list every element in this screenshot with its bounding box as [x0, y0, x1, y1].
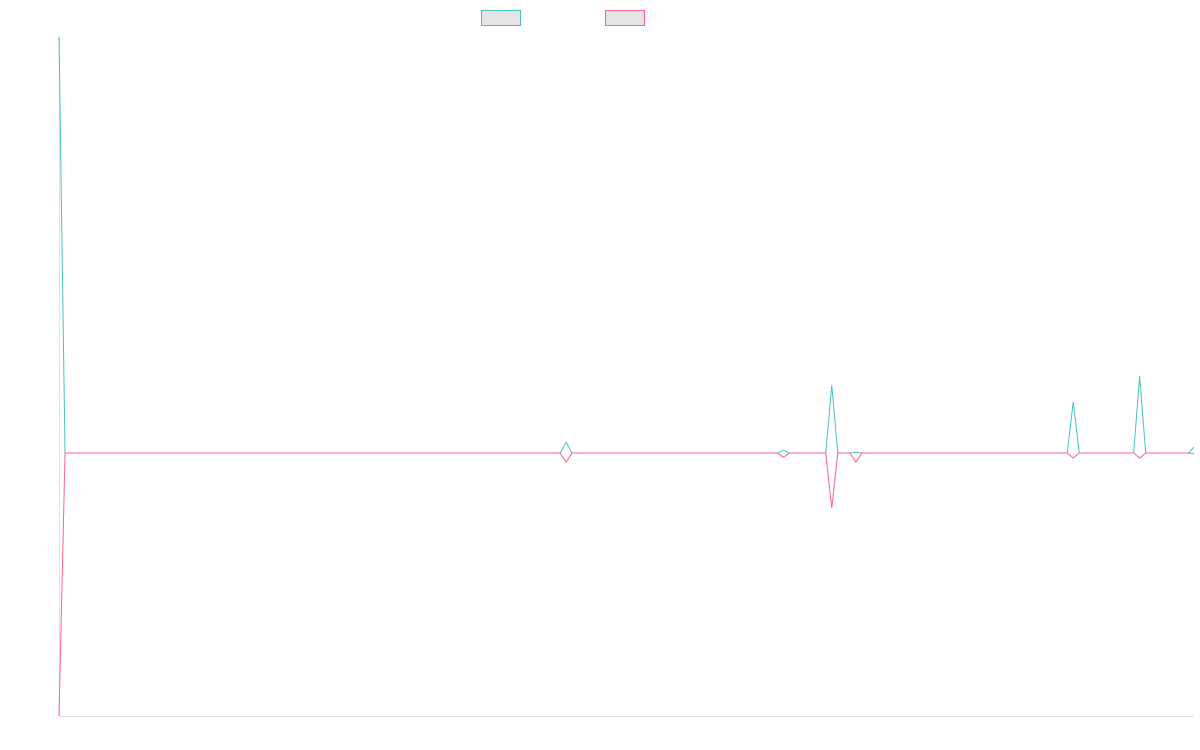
legend-swatch-1[interactable]	[481, 10, 521, 26]
series-layer	[58, 36, 1195, 717]
series-line-1	[58, 36, 1195, 454]
series-line-2	[58, 452, 1195, 717]
legend	[481, 10, 645, 26]
legend-swatch-2[interactable]	[605, 10, 645, 26]
